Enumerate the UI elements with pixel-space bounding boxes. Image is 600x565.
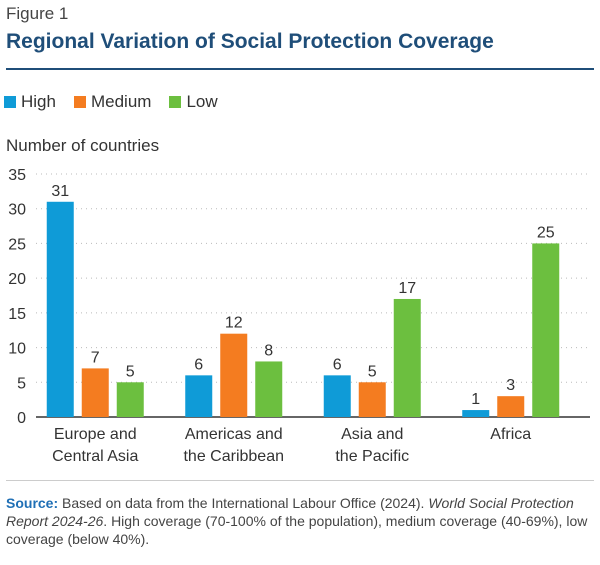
bar-high	[323, 375, 351, 417]
source-report-title: World Social Protection Report 2024-26	[6, 495, 574, 529]
data-label: 6	[333, 356, 342, 373]
bar-low	[393, 298, 421, 417]
data-label: 6	[194, 356, 203, 373]
data-label: 5	[126, 363, 135, 380]
x-tick-label-line: the Pacific	[335, 448, 409, 465]
x-tick-label-line: the Caribbean	[183, 448, 284, 465]
legend-item-low: Low	[169, 92, 218, 112]
title-divider	[6, 68, 594, 70]
bar-low	[255, 361, 283, 417]
legend-swatch-medium	[73, 96, 86, 108]
data-label: 31	[51, 183, 69, 200]
data-label: 12	[225, 315, 243, 332]
data-label: 3	[506, 377, 515, 394]
x-tick-label: Africa	[490, 426, 531, 443]
y-tick-label: 5	[17, 375, 26, 392]
legend-item-high: High	[4, 92, 56, 112]
x-tick-label: Asia and the Pacific	[335, 426, 409, 465]
data-label: 17	[398, 280, 416, 297]
bar-medium	[220, 333, 248, 417]
y-tick-label: 15	[8, 306, 26, 323]
legend: High Medium Low	[4, 92, 236, 112]
bar-high	[462, 410, 490, 417]
legend-label-high: High	[21, 92, 56, 111]
y-tick-label: 35	[8, 167, 26, 184]
data-label: 8	[264, 342, 273, 359]
source-text-1: Based on data from the International Lab…	[58, 495, 429, 511]
x-tick-label-line: Europe and	[54, 426, 137, 443]
bar-high	[46, 201, 74, 417]
legend-swatch-low	[169, 96, 182, 108]
y-tick-label: 10	[8, 341, 26, 358]
x-tick-label-line: Africa	[490, 426, 531, 443]
source-label: Source:	[6, 495, 59, 511]
bar-high	[185, 375, 213, 417]
x-tick-label-line: Asia and	[341, 426, 403, 443]
data-label: 5	[368, 363, 377, 380]
data-label: 1	[471, 391, 480, 408]
y-tick-label: 20	[8, 271, 26, 288]
bar-medium	[497, 396, 525, 417]
y-tick-label: 30	[8, 202, 26, 219]
legend-label-medium: Medium	[90, 92, 152, 111]
data-label: 25	[537, 224, 555, 241]
legend-item-medium: Medium	[73, 92, 152, 112]
bar-low	[532, 243, 560, 417]
legend-swatch-high	[4, 96, 16, 108]
x-tick-label-line: Central Asia	[52, 448, 138, 465]
data-label: 7	[91, 349, 100, 366]
chart-title: Regional Variation of Social Protection …	[6, 30, 494, 53]
y-tick-label: 25	[8, 236, 26, 253]
y-tick-label: 0	[17, 410, 26, 427]
bar-medium	[81, 368, 109, 417]
source-text-2: . High coverage (70-100% of the populati…	[6, 513, 588, 547]
bar-low	[116, 382, 144, 417]
footer-divider	[6, 480, 594, 481]
x-tick-label-line: Americas and	[185, 426, 283, 443]
legend-label-low: Low	[186, 92, 218, 111]
x-tick-label: Americas and the Caribbean	[183, 426, 284, 465]
y-axis-label: Number of countries	[6, 136, 160, 155]
bar-medium	[358, 382, 386, 417]
x-tick-label: Europe and Central Asia	[52, 426, 138, 465]
figure-label: Figure 1	[6, 4, 69, 23]
source-note: Source: Based on data from the Internati…	[6, 494, 591, 548]
